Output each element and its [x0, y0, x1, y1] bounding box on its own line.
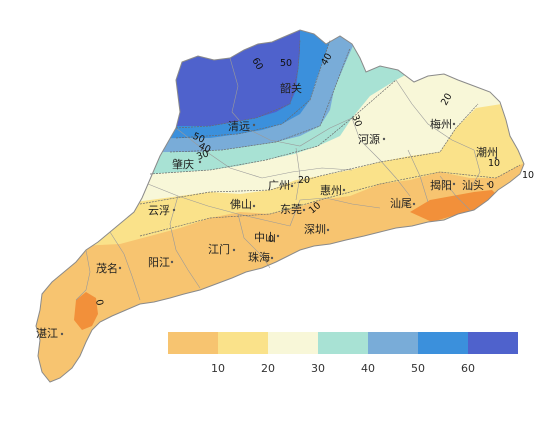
legend-swatch [418, 332, 468, 354]
contour-label: 20 [298, 175, 310, 186]
legend-tick-labels: 10 20 30 40 50 60 [211, 362, 475, 375]
city-name-zhaoqing: 肇庆 [172, 157, 194, 171]
city-name-shantou: 汕头 [462, 179, 484, 192]
city-name-zhongshan: 中山 [254, 231, 276, 244]
city-name-chaozhou: 潮州 [476, 145, 498, 159]
city-marker [270, 256, 274, 260]
legend-tick-label: 30 [311, 362, 325, 375]
city-name-foshan: 佛山 [230, 198, 252, 211]
contour-label: 0 [93, 299, 105, 307]
city-name-jieyang: 揭阳 [430, 178, 452, 192]
city-name-dongguan: 东莞 [280, 203, 302, 216]
band-below-0-west [74, 292, 98, 330]
legend-colorbar [168, 332, 518, 354]
city-labels: 韶关 清远 河源 梅州 潮州 肇庆 广州 惠州 揭阳 汕头 云浮 佛山 东莞 汕… [36, 81, 498, 340]
legend-swatch [318, 332, 368, 354]
legend-swatch [468, 332, 518, 354]
legend-swatch [218, 332, 268, 354]
city-name-heyuan: 河源 [358, 132, 380, 146]
city-marker [452, 182, 456, 186]
city-name-yangjiang: 阳江 [148, 256, 170, 269]
contour-label: 10 [522, 170, 534, 181]
legend-tick-label: 60 [461, 362, 475, 375]
city-marker [486, 182, 490, 186]
city-name-qingyuan: 清远 [228, 120, 250, 133]
contour-label: 10 [488, 158, 500, 169]
legend-tick-label: 40 [361, 362, 375, 375]
city-name-zhanjiang: 湛江 [36, 327, 58, 340]
city-name-huizhou: 惠州 [320, 183, 342, 197]
city-marker [198, 160, 202, 164]
contour-label: 30 [349, 113, 363, 128]
legend-tick-label: 50 [411, 362, 425, 375]
contour-label: 60 [249, 56, 265, 72]
legend-swatch [368, 332, 418, 354]
contour-label: 40 [197, 141, 213, 156]
legend-swatch [268, 332, 318, 354]
city-marker [302, 208, 306, 212]
city-marker [342, 188, 346, 192]
city-name-yunfu: 云浮 [148, 204, 170, 217]
city-marker [494, 156, 498, 160]
city-name-guangzhou: 广州 [268, 179, 290, 192]
city-marker [118, 266, 122, 270]
legend-tick-label: 20 [261, 362, 275, 375]
contour-label-group: 60 50 40 30 50 40 30 20 10 20 10 0 0 10 … [93, 52, 534, 307]
city-marker [170, 260, 174, 264]
city-marker [276, 234, 280, 238]
legend-tick-label: 10 [211, 362, 225, 375]
city-name-shaoguan: 韶关 [280, 81, 302, 95]
city-marker [382, 137, 386, 141]
band-below-0-east [410, 190, 500, 222]
city-name-shenzhen: 深圳 [304, 223, 326, 236]
contour-label: 0 [488, 180, 494, 191]
contour-label: 50 [280, 58, 292, 69]
city-marker [452, 122, 456, 126]
city-marker [326, 228, 330, 232]
city-name-maoming: 茂名 [96, 261, 118, 275]
city-name-meizhou: 梅州 [430, 117, 452, 131]
city-marker [252, 123, 256, 127]
city-marker [252, 204, 256, 208]
city-name-zhuhai: 珠海 [248, 250, 270, 264]
contour-label: 40 [319, 52, 335, 68]
contour-label: 50 [191, 131, 207, 146]
city-marker [290, 184, 294, 188]
city-marker [172, 208, 176, 212]
contour-label: 30 [195, 148, 210, 162]
city-name-jiangmen: 江门 [208, 242, 230, 256]
city-marker [232, 248, 236, 252]
city-marker [412, 202, 416, 206]
contour-label: 0 [268, 234, 274, 245]
contour-lines [139, 39, 521, 237]
legend-swatch [168, 332, 218, 354]
city-marker [288, 85, 292, 89]
city-marker [60, 332, 64, 336]
city-boundaries [75, 57, 481, 301]
city-name-shanwei: 汕尾 [390, 197, 412, 210]
contour-label: 20 [439, 92, 455, 108]
